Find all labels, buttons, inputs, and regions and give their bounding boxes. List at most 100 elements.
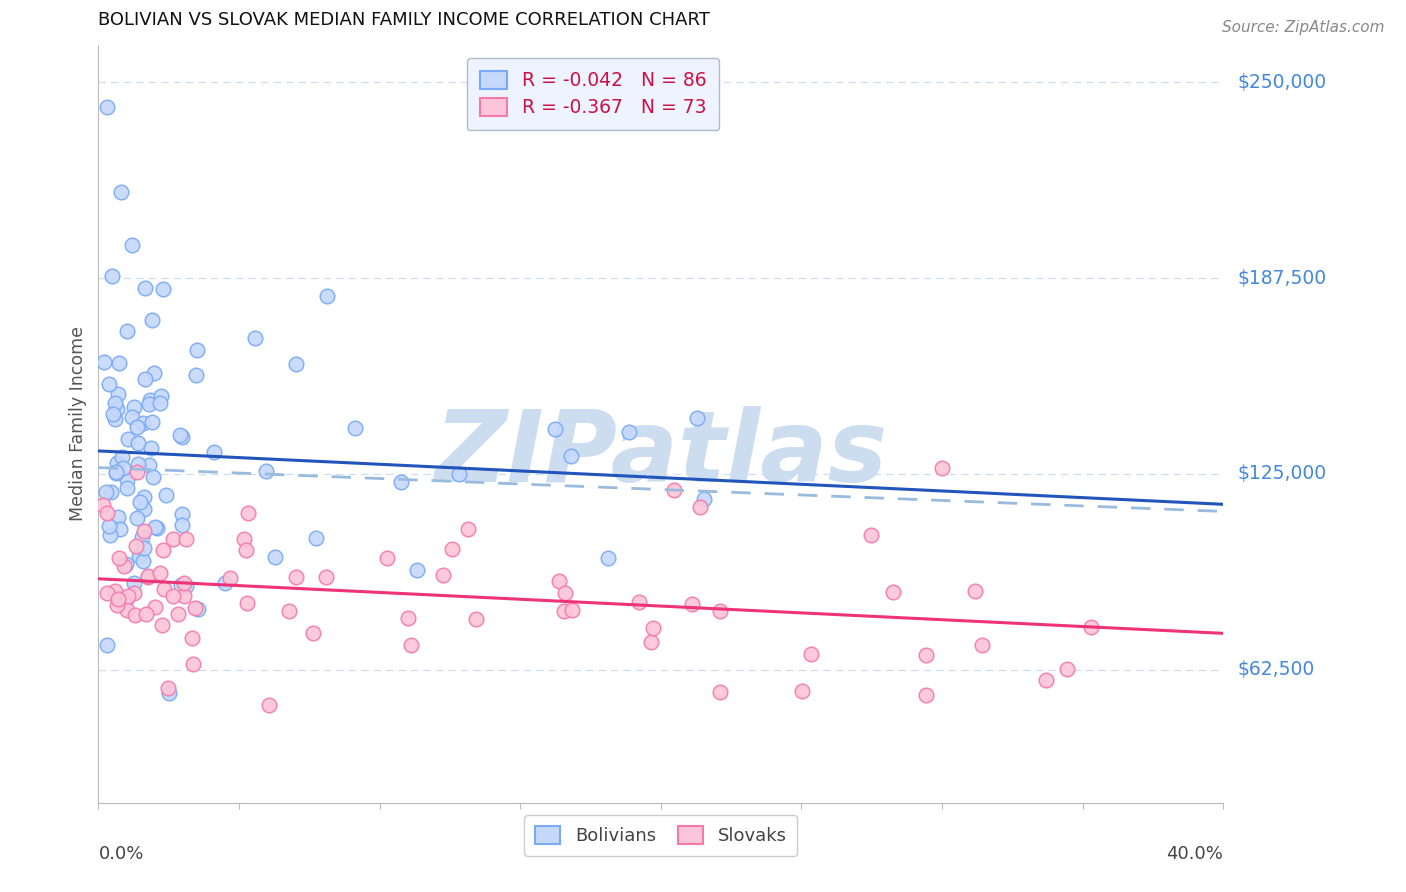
Point	[105, 467, 128, 481]
Point	[96, 484, 118, 499]
Point	[149, 396, 172, 410]
Point	[202, 445, 225, 459]
Point	[149, 389, 172, 403]
Point	[142, 366, 165, 380]
Point	[709, 685, 731, 699]
Point	[93, 355, 115, 369]
Point	[97, 519, 120, 533]
Point	[134, 371, 156, 385]
Point	[117, 589, 139, 603]
Point	[344, 420, 367, 434]
Point	[135, 607, 157, 621]
Point	[284, 569, 307, 583]
Point	[643, 621, 665, 635]
Point	[122, 400, 145, 414]
Point	[181, 657, 204, 672]
Point	[235, 543, 257, 558]
Point	[173, 589, 195, 603]
Point	[914, 648, 936, 662]
Point	[243, 331, 266, 345]
Point	[104, 412, 127, 426]
Point	[375, 551, 398, 566]
Point	[155, 487, 177, 501]
Y-axis label: Median Family Income: Median Family Income	[69, 326, 87, 521]
Point	[396, 611, 419, 625]
Point	[132, 501, 155, 516]
Point	[112, 559, 135, 574]
Point	[543, 422, 565, 436]
Point	[693, 492, 716, 507]
Point	[117, 432, 139, 446]
Point	[1080, 620, 1102, 634]
Point	[124, 540, 146, 554]
Point	[115, 558, 138, 572]
Point	[132, 524, 155, 538]
Point	[124, 586, 146, 600]
Point	[965, 583, 987, 598]
Point	[627, 595, 650, 609]
Point	[111, 461, 134, 475]
Point	[107, 386, 129, 401]
Point	[117, 324, 139, 338]
Point	[152, 542, 174, 557]
Point	[186, 343, 208, 357]
Point	[170, 508, 193, 522]
Point	[104, 396, 127, 410]
Point	[96, 100, 118, 114]
Point	[931, 460, 953, 475]
Point	[238, 506, 260, 520]
Point	[105, 598, 128, 612]
Point	[132, 417, 155, 431]
Point	[134, 281, 156, 295]
Point	[970, 638, 993, 652]
Point	[162, 589, 184, 603]
Point	[104, 466, 127, 480]
Point	[315, 570, 337, 584]
Text: ZIPatlas: ZIPatlas	[434, 406, 887, 502]
Point	[108, 522, 131, 536]
Point	[686, 411, 709, 425]
Point	[121, 238, 143, 252]
Text: Source: ZipAtlas.com: Source: ZipAtlas.com	[1222, 20, 1385, 35]
Point	[859, 528, 882, 542]
Point	[101, 408, 124, 422]
Point	[254, 464, 277, 478]
Point	[181, 631, 204, 645]
Point	[790, 683, 813, 698]
Point	[121, 409, 143, 424]
Point	[149, 566, 172, 580]
Point	[302, 626, 325, 640]
Point	[1035, 673, 1057, 687]
Point	[152, 282, 174, 296]
Point	[157, 686, 180, 700]
Point	[127, 419, 149, 434]
Point	[174, 532, 197, 546]
Point	[115, 593, 138, 607]
Point	[143, 520, 166, 534]
Point	[447, 467, 470, 481]
Point	[115, 603, 138, 617]
Point	[800, 647, 823, 661]
Point	[112, 592, 135, 607]
Point	[138, 397, 160, 411]
Point	[441, 541, 464, 556]
Point	[146, 521, 169, 535]
Point	[115, 481, 138, 495]
Point	[141, 313, 163, 327]
Point	[709, 604, 731, 618]
Point	[170, 430, 193, 444]
Point	[142, 470, 165, 484]
Point	[107, 551, 129, 566]
Point	[316, 288, 339, 302]
Point	[553, 604, 575, 618]
Point	[560, 450, 582, 464]
Point	[561, 603, 583, 617]
Point	[110, 185, 132, 199]
Text: $187,500: $187,500	[1237, 268, 1326, 287]
Point	[681, 597, 703, 611]
Point	[117, 473, 139, 487]
Point	[259, 698, 281, 713]
Point	[184, 600, 207, 615]
Point	[464, 612, 486, 626]
Point	[111, 450, 134, 464]
